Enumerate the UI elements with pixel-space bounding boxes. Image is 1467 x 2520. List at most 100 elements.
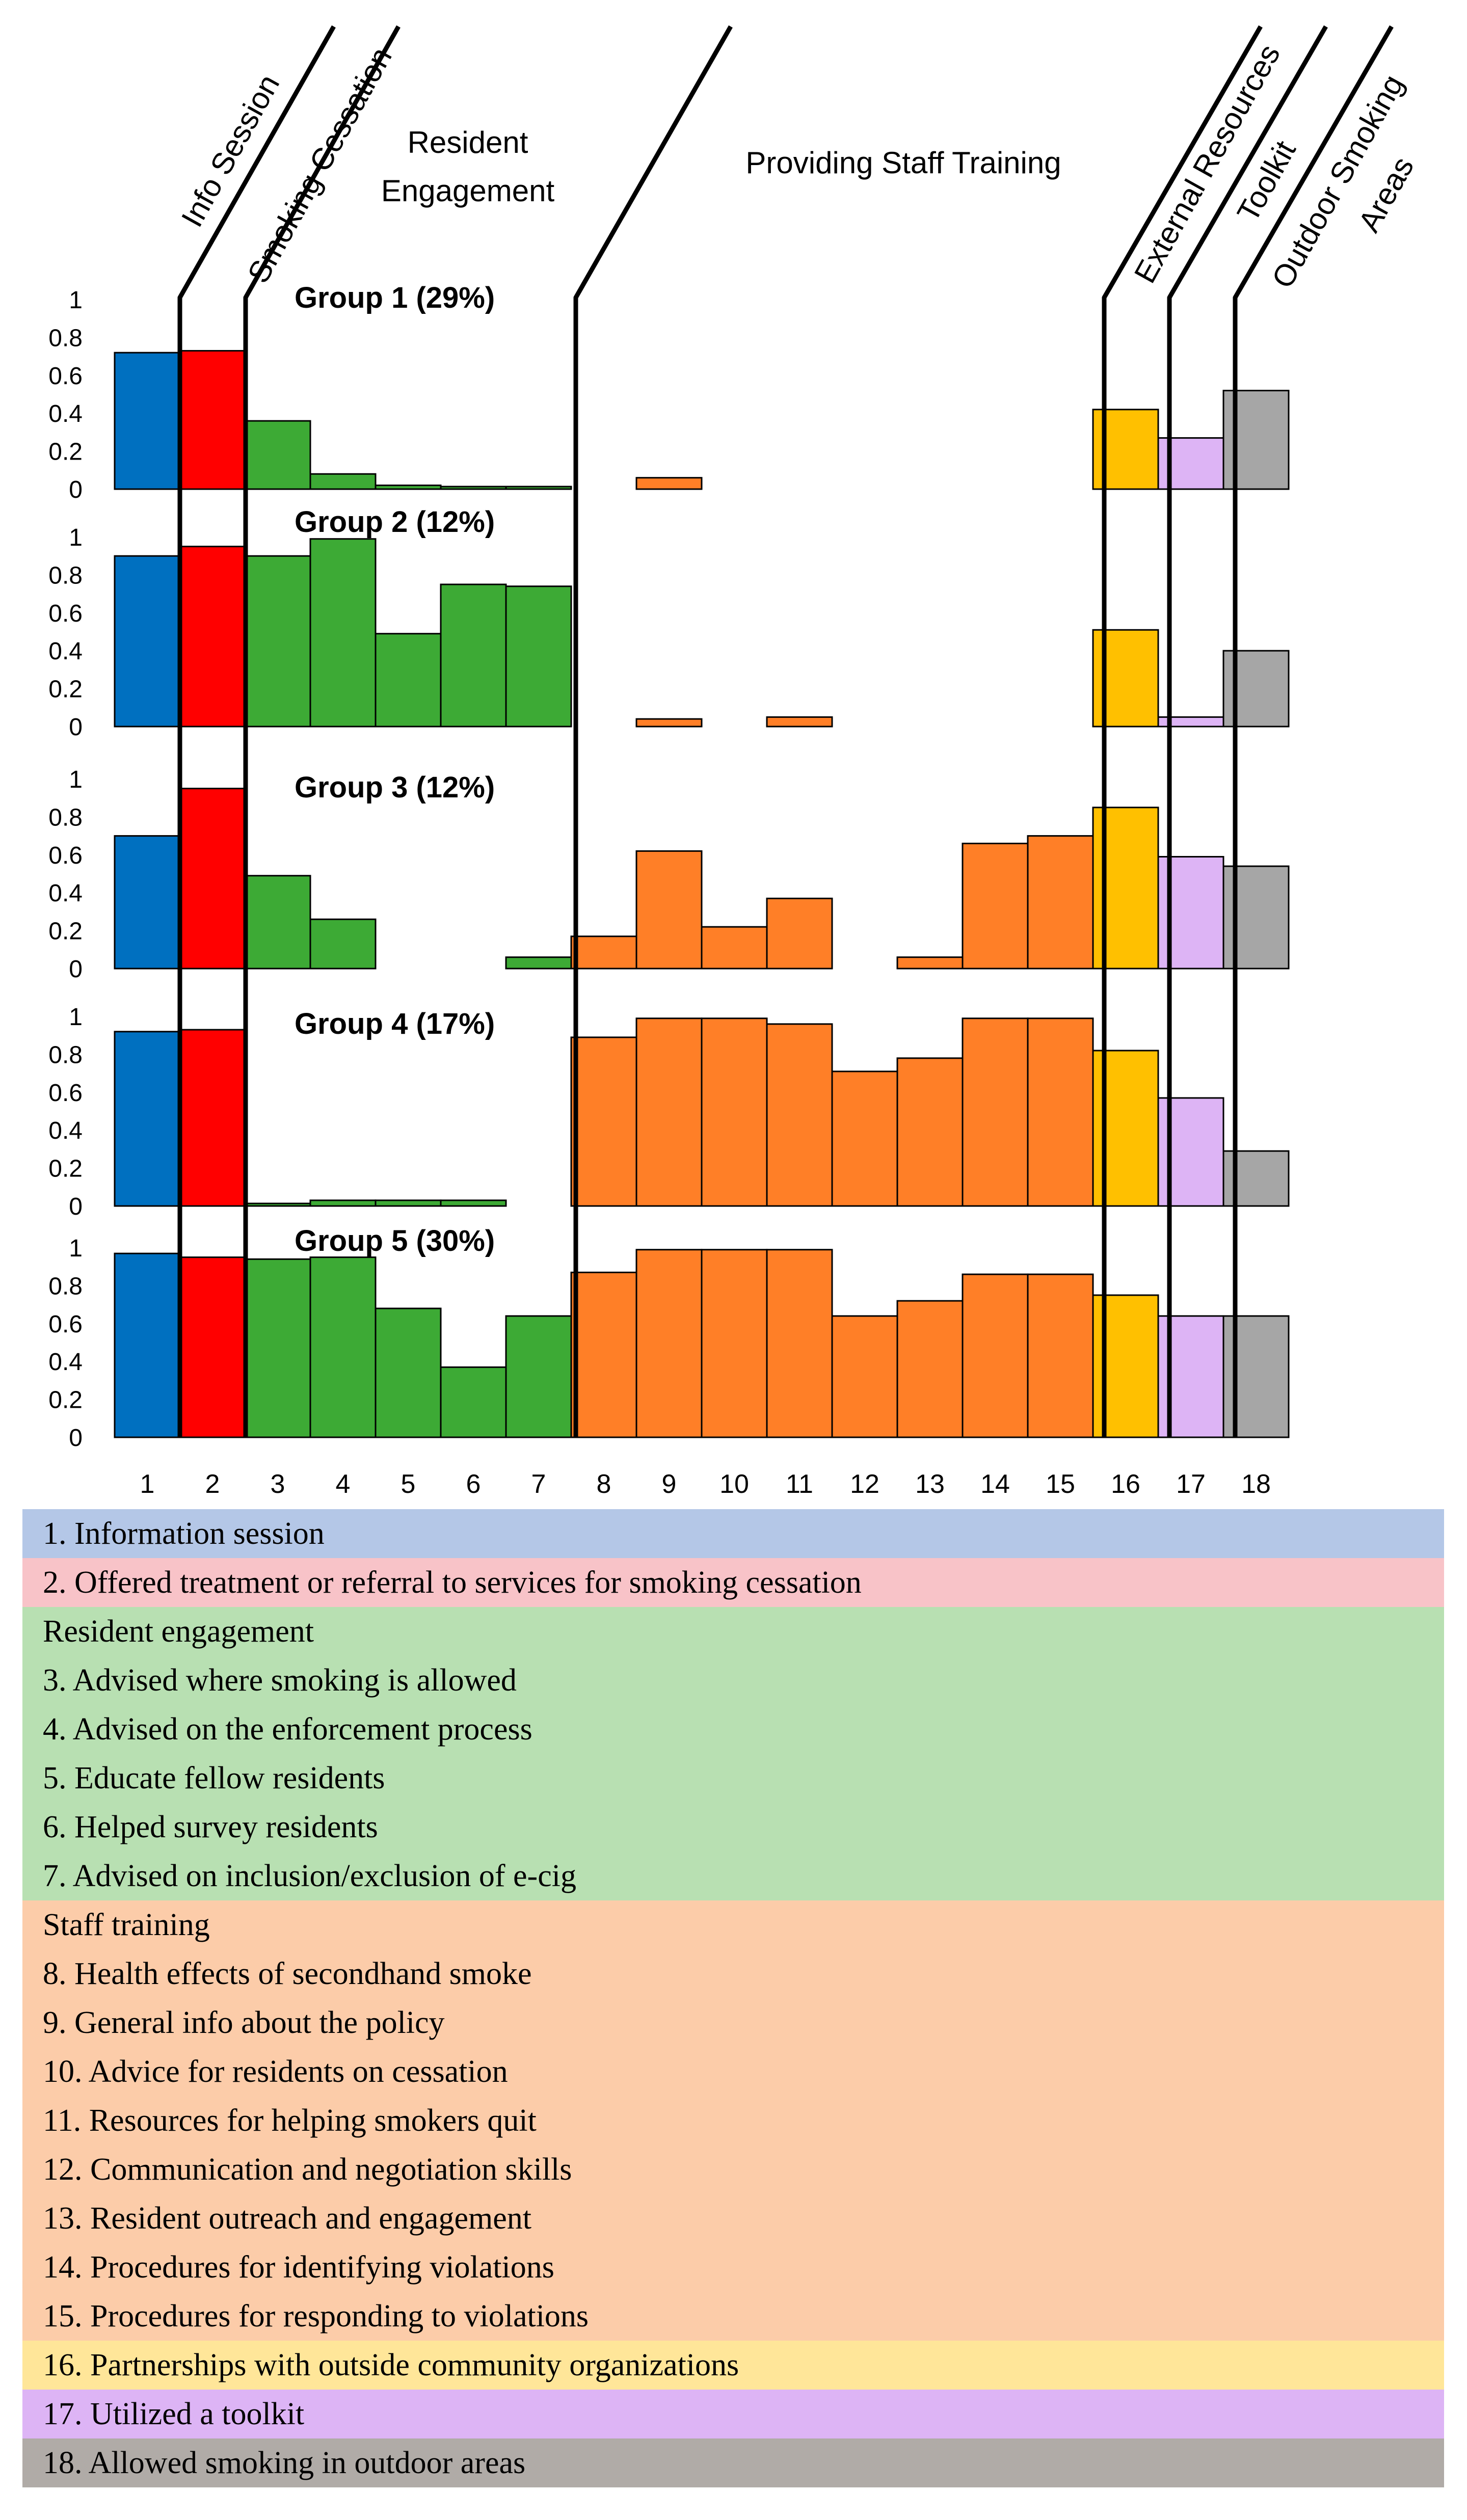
section-header-6: Toolkit [1231, 135, 1302, 228]
ytick-g1-5: 0 [69, 476, 83, 503]
bar-g4-item-10 [701, 1017, 768, 1207]
bar-g2-item-4 [309, 538, 377, 728]
xtick-3: 3 [271, 1469, 285, 1499]
bar-g5-item-5 [375, 1307, 442, 1438]
ytick-g2-5: 0 [69, 714, 83, 741]
bar-g4-item-15 [1027, 1017, 1094, 1207]
bar-g2-item-2 [179, 546, 246, 728]
bar-g5-item-4 [309, 1256, 377, 1438]
ytick-g1-0: 1 [69, 287, 83, 314]
axis-ticks: 1 0.8 0.6 0.4 0.2 0 1 0.8 0.6 0.4 0.2 0 1 0.8 0.6 0.4 0.… [48, 287, 1271, 1499]
group-title-5: Group 5 (30%) [295, 1224, 495, 1257]
ytick-g3-0: 1 [69, 766, 83, 793]
bar-g2-item-9 [635, 718, 703, 728]
xtick-16: 16 [1111, 1469, 1140, 1499]
legend-row-14: 12. Communication and negotiation skills [22, 2145, 1444, 2194]
ytick-g4-0: 1 [69, 1004, 83, 1031]
bar-g3-item-14 [962, 842, 1029, 970]
ytick-g5-3: 0.4 [48, 1349, 83, 1376]
xtick-1: 1 [140, 1469, 155, 1499]
group-title-2: Group 2 (12%) [295, 505, 495, 539]
xtick-9: 9 [662, 1469, 677, 1499]
group-title-3: Group 3 (12%) [295, 771, 495, 804]
ytick-g3-4: 0.2 [48, 918, 83, 945]
group-title-4: Group 4 (17%) [295, 1007, 495, 1040]
ytick-g4-2: 0.6 [48, 1080, 83, 1107]
bar-g3-item-10 [701, 926, 768, 970]
section-header-3-line-1: Resident [408, 125, 528, 159]
bar-g1-item-6 [440, 486, 507, 490]
bar-marks [114, 350, 1290, 1438]
bar-g3-item-2 [179, 788, 246, 970]
bar-g5-item-2 [179, 1256, 246, 1438]
legend-row-2: 2. Offered treatment or referral to serv… [22, 1558, 1444, 1607]
bar-g1-item-7 [505, 486, 572, 490]
bar-g3-item-13 [896, 956, 964, 970]
bar-g4-item-1 [114, 1031, 181, 1207]
bar-g2-item-1 [114, 555, 181, 728]
bar-g3-item-4 [309, 918, 377, 970]
bar-g2-item-5 [375, 633, 442, 728]
bar-g5-item-9 [635, 1249, 703, 1438]
ytick-g5-0: 1 [69, 1235, 83, 1262]
bar-g1-item-1 [114, 352, 181, 490]
group-titles: Group 1 (29%) Group 2 (12%) Group 3 (12%) G… [295, 281, 495, 1257]
legend-row-16: 14. Procedures for identifying violation… [22, 2243, 1444, 2292]
ytick-g2-1: 0.8 [48, 562, 83, 589]
xtick-17: 17 [1176, 1469, 1206, 1499]
xtick-13: 13 [915, 1469, 945, 1499]
ytick-g3-3: 0.4 [48, 880, 83, 907]
bar-g1-item-2 [179, 350, 246, 490]
bar-g1-item-9 [635, 477, 703, 490]
bar-g3-item-8 [570, 935, 637, 970]
legend-row-10: 8. Health effects of secondhand smoke [22, 1949, 1444, 1998]
bar-g2-item-3 [244, 555, 311, 728]
bar-g4-item-3 [244, 1202, 311, 1207]
legend-row-20: 18. Allowed smoking in outdoor areas [22, 2438, 1444, 2487]
legend-row-11: 9. General info about the policy [22, 1998, 1444, 2047]
xtick-5: 5 [401, 1469, 416, 1499]
legend-row-4: 3. Advised where smoking is allowed [22, 1656, 1444, 1705]
ytick-g1-3: 0.4 [48, 400, 83, 427]
xtick-4: 4 [336, 1469, 351, 1499]
bar-g1-item-4 [309, 473, 377, 490]
legend-row-6: 5. Educate fellow residents [22, 1754, 1444, 1803]
bar-g2-item-7 [505, 585, 572, 728]
bar-g4-item-6 [440, 1199, 507, 1207]
xtick-2: 2 [205, 1469, 220, 1499]
bar-g5-item-1 [114, 1252, 181, 1438]
section-dividers [177, 25, 1394, 1437]
xtick-12: 12 [850, 1469, 879, 1499]
ytick-g2-0: 1 [69, 524, 83, 551]
legend-row-7: 6. Helped survey residents [22, 1803, 1444, 1852]
legend-row-13: 11. Resources for helping smokers quit [22, 2096, 1444, 2145]
ytick-g3-2: 0.6 [48, 842, 83, 869]
xtick-14: 14 [980, 1469, 1010, 1499]
ytick-g1-2: 0.6 [48, 363, 83, 390]
ytick-g4-5: 0 [69, 1193, 83, 1220]
bar-g5-item-14 [962, 1273, 1029, 1438]
section-divider-1 [177, 25, 336, 1437]
bar-g5-item-10 [701, 1249, 768, 1438]
bar-g1-item-3 [244, 420, 311, 490]
section-divider-4 [1102, 25, 1263, 1437]
bar-g4-item-11 [766, 1023, 833, 1207]
legend-row-19: 17. Utilized a toolkit [22, 2390, 1444, 2438]
ytick-g2-3: 0.4 [48, 638, 83, 665]
section-divider-5 [1167, 25, 1328, 1437]
bar-g2-item-11 [766, 716, 833, 728]
ytick-g3-1: 0.8 [48, 804, 83, 831]
section-divider-3 [573, 25, 733, 1437]
legend-row-18: 16. Partnerships with outside community … [22, 2341, 1444, 2390]
section-header-4: Providing Staff Training [745, 146, 1061, 180]
legend-row-1: 1. Information session [22, 1509, 1444, 1558]
ytick-g5-1: 0.8 [48, 1273, 83, 1300]
ytick-g4-1: 0.8 [48, 1041, 83, 1068]
ytick-g4-3: 0.4 [48, 1117, 83, 1144]
ytick-g4-4: 0.2 [48, 1156, 83, 1183]
bar-g3-item-3 [244, 875, 311, 970]
ytick-g1-1: 0.8 [48, 325, 83, 352]
ytick-g2-2: 0.6 [48, 600, 83, 627]
xtick-18: 18 [1241, 1469, 1271, 1499]
